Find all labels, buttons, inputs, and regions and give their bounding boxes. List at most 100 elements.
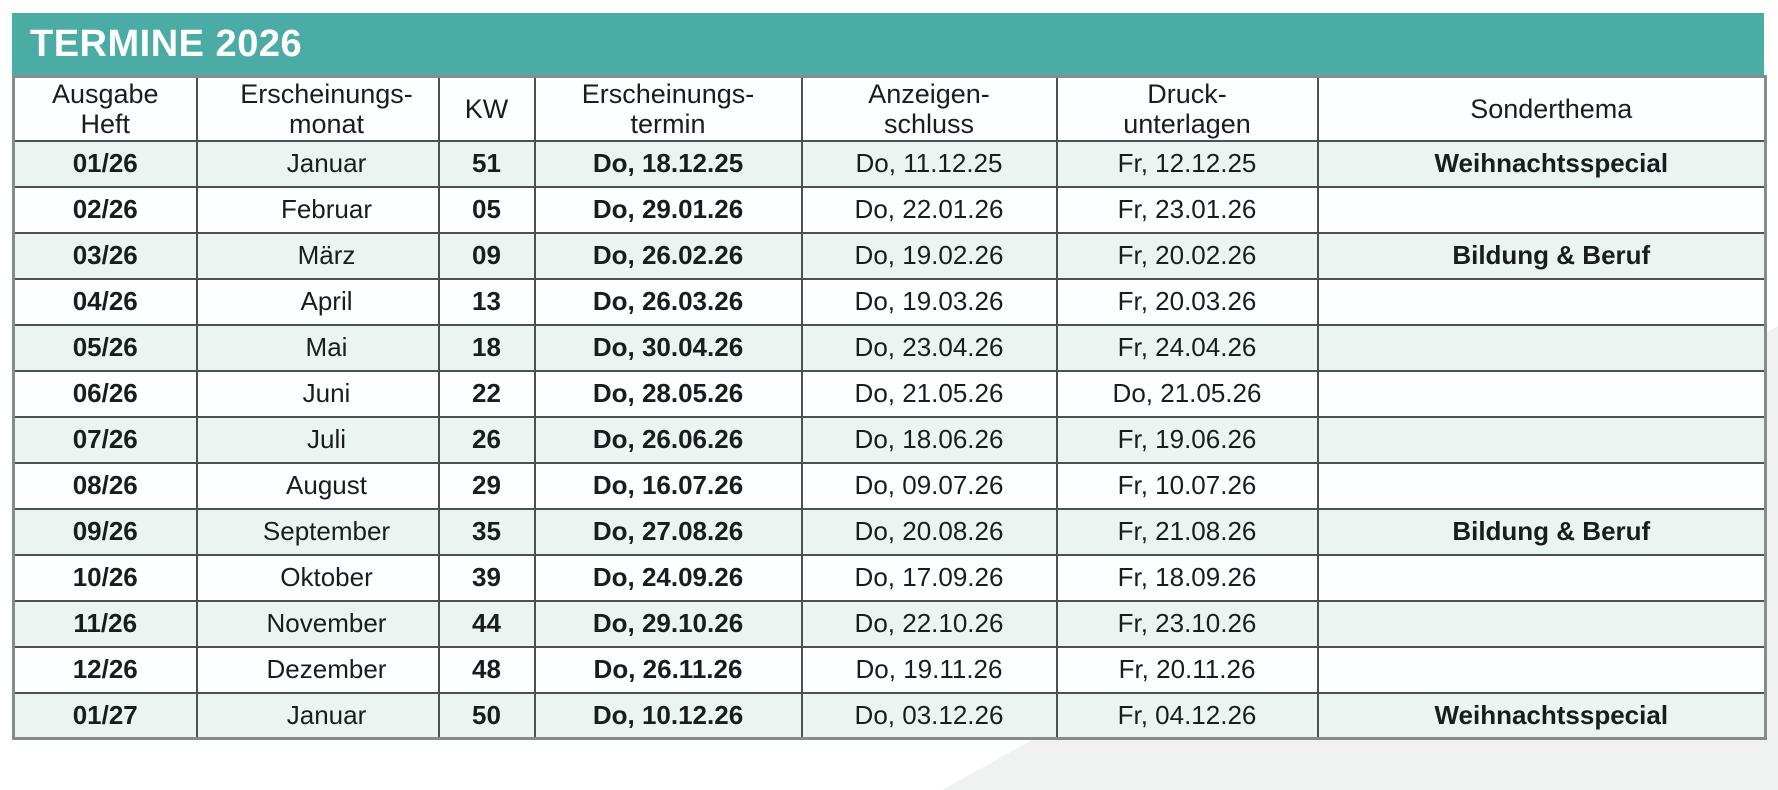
table-row: 11/26 November 44 Do, 29.10.26 Do, 22.10.26 F… <box>12 599 1767 648</box>
cell-monat: Oktober <box>195 553 440 602</box>
table-header-row: Ausgabe Heft Erscheinungs- monat KW Erschei… <box>12 75 1767 142</box>
cell-kw: 18 <box>437 323 536 372</box>
cell-sonderthema <box>1316 461 1767 510</box>
cell-kw: 50 <box>437 691 536 740</box>
cell-druckunterlagen: Fr, 20.11.26 <box>1055 645 1319 694</box>
cell-anzeigenschluss: Do, 23.04.26 <box>800 323 1058 372</box>
table-row: 08/26 August 29 Do, 16.07.26 Do, 09.07.26 Fr,… <box>12 461 1767 510</box>
cell-termin: Do, 26.03.26 <box>533 277 803 326</box>
table-row: 01/27 Januar 50 Do, 10.12.26 Do, 03.12.26 Fr,… <box>12 691 1767 740</box>
cell-kw: 51 <box>437 139 536 188</box>
cell-kw: 44 <box>437 599 536 648</box>
table-row: 05/26 Mai 18 Do, 30.04.26 Do, 23.04.26 Fr, 24… <box>12 323 1767 372</box>
table-row: 01/26 Januar 51 Do, 18.12.25 Do, 11.12.25 Fr,… <box>12 139 1767 188</box>
cell-heft: 10/26 <box>12 553 198 602</box>
cell-anzeigenschluss: Do, 03.12.26 <box>800 691 1058 740</box>
table-body: 01/26 Januar 51 Do, 18.12.25 Do, 11.12.25 Fr,… <box>12 139 1767 740</box>
cell-kw: 35 <box>437 507 536 556</box>
cell-anzeigenschluss: Do, 18.06.26 <box>800 415 1058 464</box>
table-row: 09/26 September 35 Do, 27.08.26 Do, 20.08.26… <box>12 507 1767 556</box>
cell-monat: April <box>195 277 440 326</box>
cell-monat: August <box>195 461 440 510</box>
table-row: 10/26 Oktober 39 Do, 24.09.26 Do, 17.09.26 Fr… <box>12 553 1767 602</box>
cell-anzeigenschluss: Do, 21.05.26 <box>800 369 1058 418</box>
column-header-druckunterlagen: Druck- unterlagen <box>1055 75 1319 142</box>
cell-termin: Do, 29.01.26 <box>533 185 803 234</box>
cell-termin: Do, 26.11.26 <box>533 645 803 694</box>
cell-heft: 08/26 <box>12 461 198 510</box>
cell-heft: 06/26 <box>12 369 198 418</box>
cell-druckunterlagen: Fr, 20.02.26 <box>1055 231 1319 280</box>
cell-heft: 04/26 <box>12 277 198 326</box>
cell-monat: Mai <box>195 323 440 372</box>
cell-kw: 29 <box>437 461 536 510</box>
cell-termin: Do, 28.05.26 <box>533 369 803 418</box>
cell-heft: 01/26 <box>12 139 198 188</box>
table-row: 03/26 März 09 Do, 26.02.26 Do, 19.02.26 Fr, 2… <box>12 231 1767 280</box>
column-header-heft: Ausgabe Heft <box>12 75 198 142</box>
cell-druckunterlagen: Fr, 23.10.26 <box>1055 599 1319 648</box>
table-row: 02/26 Februar 05 Do, 29.01.26 Do, 22.01.26 Fr… <box>12 185 1767 234</box>
cell-monat: Juni <box>195 369 440 418</box>
cell-kw: 48 <box>437 645 536 694</box>
cell-anzeigenschluss: Do, 19.03.26 <box>800 277 1058 326</box>
cell-termin: Do, 30.04.26 <box>533 323 803 372</box>
cell-monat: September <box>195 507 440 556</box>
cell-monat: Juli <box>195 415 440 464</box>
cell-anzeigenschluss: Do, 22.01.26 <box>800 185 1058 234</box>
cell-druckunterlagen: Fr, 04.12.26 <box>1055 691 1319 740</box>
table-row: 07/26 Juli 26 Do, 26.06.26 Do, 18.06.26 Fr, 1… <box>12 415 1767 464</box>
cell-sonderthema: Weihnachtsspecial <box>1316 691 1767 740</box>
cell-kw: 22 <box>437 369 536 418</box>
column-header-termin: Erscheinungs- termin <box>533 75 803 142</box>
cell-kw: 39 <box>437 553 536 602</box>
cell-heft: 09/26 <box>12 507 198 556</box>
cell-sonderthema <box>1316 599 1767 648</box>
cell-druckunterlagen: Fr, 10.07.26 <box>1055 461 1319 510</box>
cell-sonderthema <box>1316 323 1767 372</box>
cell-druckunterlagen: Fr, 18.09.26 <box>1055 553 1319 602</box>
cell-druckunterlagen: Fr, 21.08.26 <box>1055 507 1319 556</box>
cell-anzeigenschluss: Do, 11.12.25 <box>800 139 1058 188</box>
table-header: Ausgabe Heft Erscheinungs- monat KW Erschei… <box>12 75 1767 142</box>
cell-monat: März <box>195 231 440 280</box>
termine-2026-table: Ausgabe Heft Erscheinungs- monat KW Erschei… <box>12 75 1767 740</box>
cell-termin: Do, 10.12.26 <box>533 691 803 740</box>
cell-termin: Do, 27.08.26 <box>533 507 803 556</box>
cell-termin: Do, 26.06.26 <box>533 415 803 464</box>
column-header-kw: KW <box>437 75 536 142</box>
table-row: 04/26 April 13 Do, 26.03.26 Do, 19.03.26 Fr, … <box>12 277 1767 326</box>
cell-heft: 11/26 <box>12 599 198 648</box>
cell-termin: Do, 16.07.26 <box>533 461 803 510</box>
cell-monat: Februar <box>195 185 440 234</box>
cell-anzeigenschluss: Do, 19.02.26 <box>800 231 1058 280</box>
cell-anzeigenschluss: Do, 19.11.26 <box>800 645 1058 694</box>
cell-monat: Januar <box>195 691 440 740</box>
cell-druckunterlagen: Fr, 19.06.26 <box>1055 415 1319 464</box>
cell-heft: 05/26 <box>12 323 198 372</box>
cell-sonderthema <box>1316 553 1767 602</box>
cell-druckunterlagen: Fr, 20.03.26 <box>1055 277 1319 326</box>
table-row: 06/26 Juni 22 Do, 28.05.26 Do, 21.05.26 Do, 2… <box>12 369 1767 418</box>
cell-heft: 02/26 <box>12 185 198 234</box>
cell-anzeigenschluss: Do, 09.07.26 <box>800 461 1058 510</box>
table-row: 12/26 Dezember 48 Do, 26.11.26 Do, 19.11.26 F… <box>12 645 1767 694</box>
cell-sonderthema <box>1316 277 1767 326</box>
title-bar: TERMINE 2026 <box>12 13 1764 75</box>
cell-kw: 26 <box>437 415 536 464</box>
cell-sonderthema: Bildung & Beruf <box>1316 231 1767 280</box>
cell-kw: 05 <box>437 185 536 234</box>
page-title: TERMINE 2026 <box>30 22 303 65</box>
cell-termin: Do, 24.09.26 <box>533 553 803 602</box>
schedule-flyer: TERMINE 2026 Ausgabe Heft Erscheinungs- m… <box>12 13 1767 740</box>
cell-sonderthema <box>1316 415 1767 464</box>
cell-anzeigenschluss: Do, 22.10.26 <box>800 599 1058 648</box>
cell-monat: Januar <box>195 139 440 188</box>
cell-monat: November <box>195 599 440 648</box>
cell-sonderthema: Weihnachtsspecial <box>1316 139 1767 188</box>
cell-druckunterlagen: Fr, 12.12.25 <box>1055 139 1319 188</box>
cell-sonderthema <box>1316 185 1767 234</box>
cell-heft: 01/27 <box>12 691 198 740</box>
cell-sonderthema <box>1316 369 1767 418</box>
